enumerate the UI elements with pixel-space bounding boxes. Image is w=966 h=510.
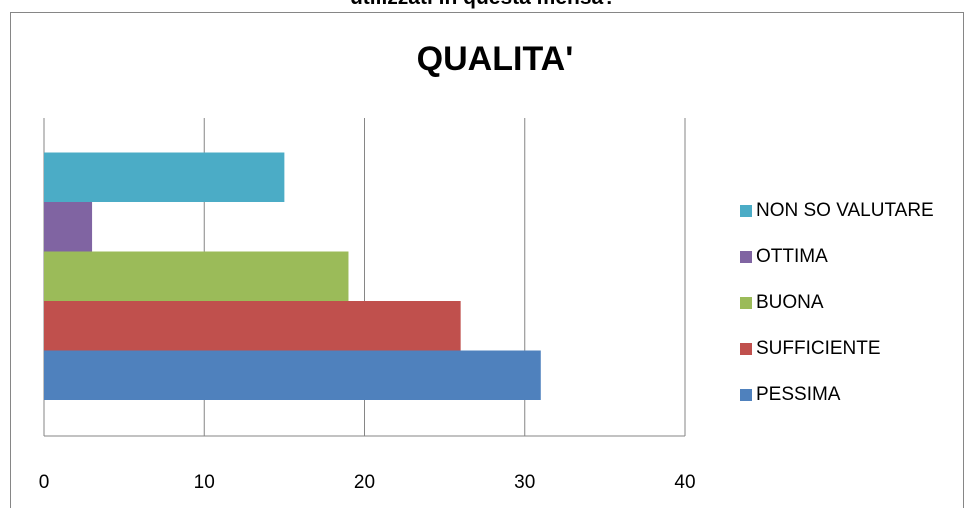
bar-pessima <box>44 350 541 400</box>
x-tick-label-4: 40 <box>674 472 695 493</box>
bar-sufficiente <box>44 301 461 351</box>
bar-ottima <box>44 202 93 252</box>
legend-item: OTTIMA <box>740 246 828 268</box>
legend-item: NON SO VALUTARE <box>740 200 934 222</box>
chart-title: QUALITA' <box>416 40 574 78</box>
legend-swatch <box>740 251 752 263</box>
legend-item: PESSIMA <box>740 384 840 406</box>
legend-swatch <box>740 297 752 309</box>
legend-swatch <box>740 389 752 401</box>
legend-label: OTTIMA <box>756 246 828 267</box>
legend-item: BUONA <box>740 292 824 314</box>
bar-non-so-valutare <box>44 152 285 202</box>
x-tick-label-3: 30 <box>514 472 535 493</box>
header-fragment: utilizzati in questa mensa? <box>0 0 966 10</box>
bar-buona <box>44 251 349 301</box>
legend-swatch <box>740 343 752 355</box>
legend-label: NON SO VALUTARE <box>756 200 934 221</box>
x-tick-label-2: 20 <box>354 472 375 493</box>
legend-label: PESSIMA <box>756 384 841 405</box>
legend-swatch <box>740 205 752 217</box>
legend-label: SUFFICIENTE <box>756 338 881 359</box>
x-tick-label-1: 10 <box>194 472 215 493</box>
legend-item: SUFFICIENTE <box>740 338 881 360</box>
legend-label: BUONA <box>756 292 824 313</box>
x-tick-label-0: 0 <box>39 472 50 493</box>
